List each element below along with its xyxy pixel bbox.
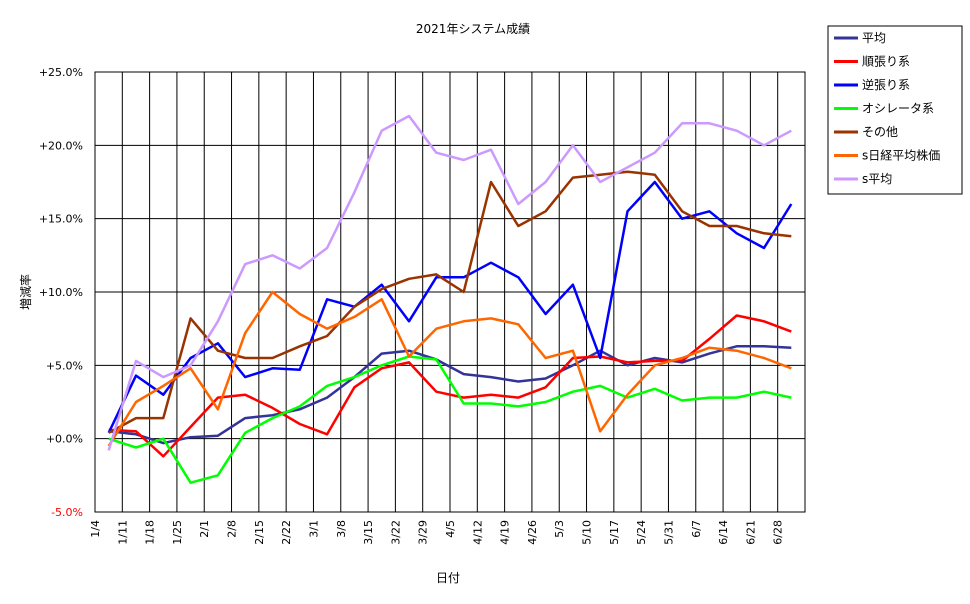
legend-label: s日経平均株価 (862, 148, 940, 163)
y-tick-label: +10.0% (39, 286, 83, 299)
x-tick-label: 4/12 (471, 520, 484, 545)
series-line (108, 355, 792, 484)
x-tick-label: 5/24 (635, 520, 648, 545)
x-axis-label: 日付 (436, 571, 460, 585)
x-tick-label: 4/5 (444, 520, 457, 538)
x-tick-label: 6/28 (772, 520, 785, 545)
x-tick-label: 6/14 (717, 520, 730, 545)
x-tick-label: 4/26 (526, 520, 539, 545)
legend-label: 順張り系 (862, 55, 910, 69)
chart-title: 2021年システム成績 (416, 22, 530, 36)
x-tick-label: 3/8 (335, 520, 348, 538)
plot-area-border (94, 71, 806, 513)
series-line (107, 180, 793, 434)
y-tick-label: +25.0% (39, 66, 83, 79)
x-tick-label: 6/7 (690, 520, 703, 538)
x-tick-label: 6/21 (744, 520, 757, 545)
y-axis-ticks: -5.0% +0.0% +5.0% +10.0% +15.0% +20.0% +25.0% (39, 66, 83, 519)
series-layer (107, 114, 793, 484)
x-tick-label: 5/3 (553, 520, 566, 538)
x-tick-label: 4/19 (499, 520, 512, 545)
series-line (107, 114, 792, 451)
y-tick-label: +0.0% (46, 433, 83, 446)
x-tick-label: 2/1 (198, 520, 211, 538)
legend-label: s平均 (862, 172, 892, 186)
y-tick-label: -5.0% (51, 506, 83, 519)
x-tick-label: 3/1 (307, 520, 320, 538)
series-line (107, 290, 792, 447)
x-tick-label: 2/15 (253, 520, 266, 545)
legend-label: 平均 (862, 31, 886, 45)
y-tick-label: +20.0% (39, 139, 83, 152)
gridlines (94, 71, 805, 513)
series-line (108, 170, 792, 434)
x-tick-label: 3/22 (389, 520, 402, 545)
x-tick-label: 1/4 (89, 520, 102, 538)
x-tick-label: 1/11 (116, 520, 129, 545)
x-tick-label: 5/10 (581, 520, 594, 545)
x-tick-label: 5/17 (608, 520, 621, 545)
x-tick-label: 3/15 (362, 520, 375, 545)
x-tick-label: 3/29 (417, 520, 430, 545)
legend-label: その他 (862, 125, 898, 139)
y-tick-label: +5.0% (46, 359, 83, 372)
legend-label: オシレータ系 (862, 102, 934, 116)
y-tick-label: +15.0% (39, 213, 83, 226)
legend-label: 逆張り系 (862, 77, 910, 92)
x-tick-label: 2/22 (280, 520, 293, 545)
y-axis-label: 増減率 (18, 274, 33, 310)
x-tick-label: 1/18 (144, 520, 157, 545)
x-tick-label: 2/8 (226, 520, 239, 538)
x-axis-ticks: 1/4 1/11 1/18 1/25 2/1 2/8 2/15 2/22 3/1 3/8 3/15 3… (89, 520, 785, 545)
x-tick-label: 5/31 (662, 520, 675, 545)
x-tick-label: 1/25 (171, 520, 184, 545)
